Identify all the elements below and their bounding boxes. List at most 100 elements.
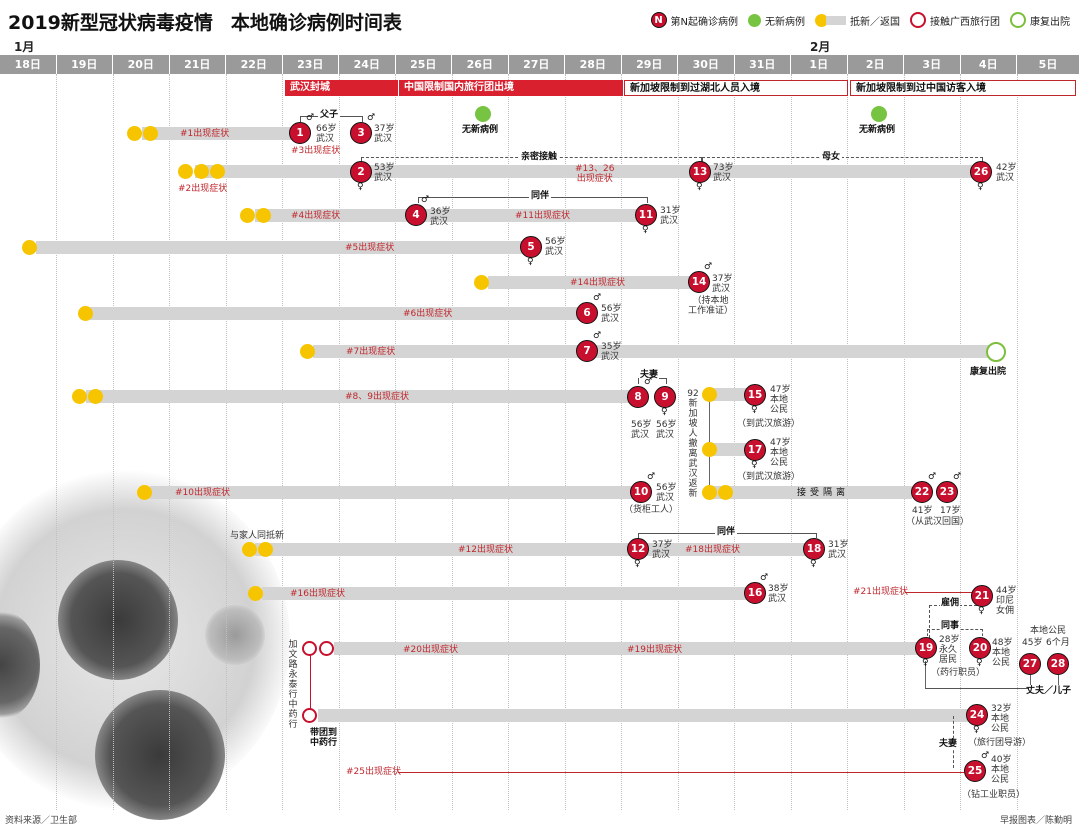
male-icon: ♂	[593, 293, 602, 303]
date-cell: 4日	[961, 55, 1017, 74]
timeline-bar	[313, 345, 993, 358]
day-gridline	[621, 74, 622, 810]
case-9-info: 56岁 武汉	[656, 420, 677, 440]
arrival-dot	[240, 208, 255, 223]
symptom-label: #5出现症状	[345, 243, 395, 253]
symptom-label: #20出现症状	[403, 645, 458, 655]
day-gridline	[565, 74, 566, 810]
timeline-bar	[488, 276, 693, 289]
case-24-note: （旅行团导游）	[968, 738, 1032, 748]
case-8-marker: 8	[627, 386, 649, 408]
legend-case: N 第N起确诊病例	[650, 12, 738, 28]
credit-note: 早报图表／陈勤明	[999, 816, 1072, 826]
case-13-marker: 13	[689, 161, 711, 183]
female-icon: ♀	[357, 182, 364, 192]
date-cell: 31日	[735, 55, 791, 74]
case-16-info: 38岁 武汉	[768, 584, 789, 604]
case-15-marker: 15	[744, 384, 766, 406]
female-icon: ♀	[973, 725, 980, 735]
virus-particle-4	[205, 605, 265, 665]
symptom-label: #1出现症状	[180, 129, 230, 139]
legend: N 第N起确诊病例 无新病例 抵新／返国 接触广西旅行团 康复出院	[650, 10, 1070, 30]
no-new-cases-dot	[475, 106, 491, 122]
day-gridline	[1017, 74, 1018, 810]
day-gridline	[960, 74, 961, 810]
relation-connector	[1058, 675, 1059, 685]
case-23-marker: 23	[936, 481, 958, 503]
arrival-dot	[88, 389, 103, 404]
case-13-info: 73岁 武汉	[713, 163, 734, 183]
date-cell: 25日	[396, 55, 452, 74]
virus-particle-2	[95, 690, 225, 820]
case-7-info: 35岁 武汉	[601, 342, 622, 362]
timeline-bar	[90, 307, 580, 320]
relation-connector	[1030, 675, 1031, 685]
title-sub: 本地确诊病例时间表	[230, 12, 402, 34]
relation-connector	[925, 661, 926, 689]
male-icon: ♂	[760, 573, 769, 583]
arrival-dot	[178, 164, 193, 179]
case-6-info: 56岁 武汉	[601, 304, 622, 324]
day-gridline	[678, 74, 679, 810]
chart-title: 2019新型冠状病毒疫情 本地确诊病例时间表	[8, 8, 402, 35]
case-19-info: 28岁 永久 居民	[939, 635, 960, 665]
date-cell: 23日	[283, 55, 339, 74]
case-20-info: 48岁 本地 公民	[992, 638, 1013, 668]
date-cell: 24日	[339, 55, 396, 74]
timeline-bar	[255, 543, 820, 556]
timeline-bar	[262, 587, 752, 600]
green-ring-icon	[1010, 12, 1026, 28]
case-18-info: 31岁 武汉	[828, 540, 849, 560]
arrival-dot	[78, 306, 93, 321]
green-dot-icon	[748, 13, 761, 27]
title-main: 2019新型冠状病毒疫情	[8, 12, 213, 34]
no-new-cases-label: 无新病例	[859, 125, 896, 135]
arrival-dot	[137, 485, 152, 500]
arrival-dot	[210, 164, 225, 179]
no-new-cases-dot	[871, 106, 887, 122]
arrival-dot	[702, 387, 717, 402]
female-icon: ♀	[977, 182, 984, 192]
female-icon: ♀	[922, 658, 929, 668]
arrival-dot	[258, 542, 273, 557]
female-icon: ♀	[751, 405, 758, 415]
male-icon: ♂	[644, 377, 653, 387]
case-26-info: 42岁 武汉	[996, 163, 1017, 183]
date-cell: 18日	[0, 55, 57, 74]
relation-label: 丈夫／儿子	[1026, 686, 1072, 696]
case-1-info: 66岁 武汉	[316, 124, 337, 144]
case-9-marker: 9	[654, 386, 676, 408]
case-17-info: 47岁 本地 公民	[770, 438, 791, 468]
case-7-marker: 7	[576, 340, 598, 362]
relation-bracket	[702, 157, 983, 162]
arrival-dot	[72, 389, 87, 404]
day-gridline	[452, 74, 453, 810]
day-gridline	[339, 74, 340, 810]
day-gridline	[282, 74, 283, 810]
relation-label: 父子	[318, 110, 341, 120]
event-sg-china-ban: 新加坡限制到过中国访客入境	[850, 80, 1076, 96]
case-27-marker: 27	[1019, 653, 1041, 675]
female-icon: ♀	[642, 225, 649, 235]
tour-connector	[310, 655, 311, 710]
day-gridline	[508, 74, 509, 810]
case-10-note: （货柜工人）	[624, 505, 679, 515]
male-icon: ♂	[367, 113, 376, 123]
day-gridline	[791, 74, 792, 810]
tour-contact-ring	[302, 641, 317, 656]
case-28-marker: 28	[1047, 653, 1069, 675]
relation-label: 母女	[820, 152, 843, 162]
case-25-marker: 25	[964, 760, 986, 782]
case-15-info: 47岁 本地 公民	[770, 385, 791, 415]
timeline-bar	[195, 165, 975, 178]
case-17-note: （到武汉旅游）	[737, 472, 801, 482]
case-3-info: 37岁 武汉	[374, 124, 395, 144]
symptom-label: #14出现症状	[570, 278, 625, 288]
relation-label: 雇佣	[940, 598, 961, 608]
case-2-info: 53岁 武汉	[374, 163, 395, 183]
case-10-marker: 10	[630, 481, 652, 503]
case-marker-icon: N	[650, 12, 667, 28]
timeline-bar	[150, 486, 640, 499]
date-cell: 26日	[452, 55, 509, 74]
